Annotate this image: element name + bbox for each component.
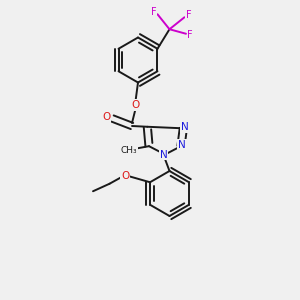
Text: N: N [160, 149, 167, 160]
Text: F: F [188, 30, 193, 40]
Text: F: F [186, 11, 191, 20]
Text: N: N [181, 122, 189, 132]
Text: O: O [102, 112, 111, 122]
Text: O: O [121, 171, 130, 181]
Text: CH₃: CH₃ [121, 146, 137, 155]
Text: F: F [151, 7, 157, 17]
Text: N: N [178, 140, 186, 150]
Text: O: O [131, 100, 139, 110]
